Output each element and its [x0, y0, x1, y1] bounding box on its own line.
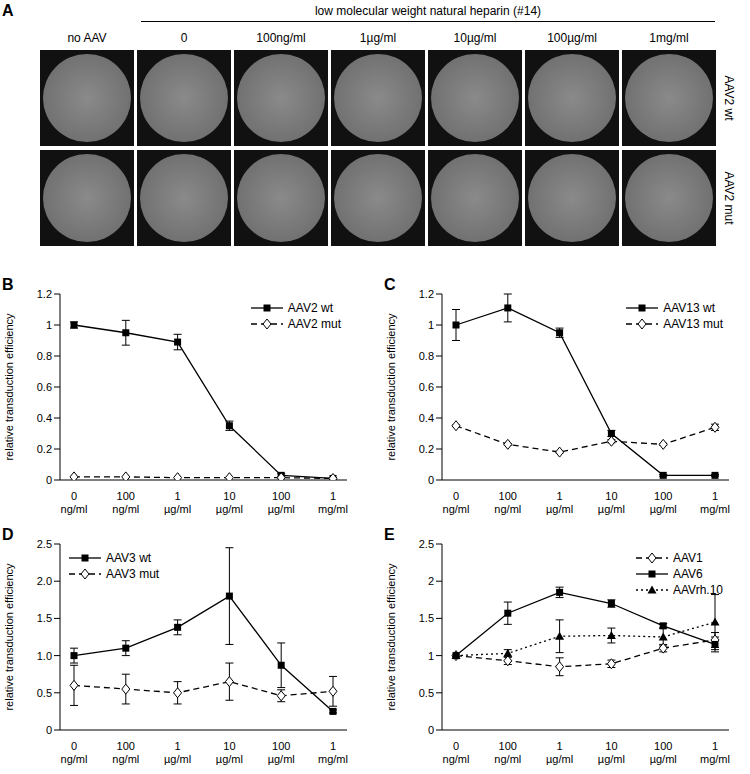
html-text:E: E: [384, 526, 395, 543]
svg-text:100ng/ml: 100ng/ml: [112, 490, 139, 515]
svg-text:1: 1: [428, 650, 434, 662]
svg-text:1mg/ml: 1mg/ml: [318, 740, 348, 765]
svg-text:1µg/ml: 1µg/ml: [164, 490, 191, 515]
html-text:D: D: [2, 526, 14, 543]
html-text:AAV2 wt: AAV2 wt: [722, 75, 736, 121]
svg-text:100ng/ml: 100ng/ml: [494, 740, 521, 765]
svg-text:100µg/ml: 100µg/ml: [268, 740, 295, 765]
svg-text:0.5: 0.5: [37, 687, 52, 699]
svg-text:1.0: 1.0: [37, 650, 52, 662]
svg-text:0: 0: [46, 474, 52, 486]
svg-text:0ng/ml: 0ng/ml: [443, 740, 470, 765]
svg-text:1mg/ml: 1mg/ml: [318, 490, 348, 515]
svg-text:1.5: 1.5: [37, 612, 52, 624]
svg-text:0.8: 0.8: [37, 350, 52, 362]
html-text:A: A: [2, 2, 14, 19]
svg-text:10µg/ml: 10µg/ml: [216, 740, 243, 765]
html-text:relative transduction efficien: relative transduction efficiency: [385, 313, 397, 461]
html-text:low molecular weight natural h: low molecular weight natural heparin (#1…: [314, 4, 542, 18]
svg-text:1.5: 1.5: [419, 612, 434, 624]
svg-text:100µg/ml: 100µg/ml: [650, 490, 677, 515]
svg-text:1µg/ml: 1µg/ml: [546, 740, 573, 765]
svg-text:1µg/ml: 1µg/ml: [546, 490, 573, 515]
svg-text:2.0: 2.0: [37, 575, 52, 587]
svg-text:0ng/ml: 0ng/ml: [61, 740, 88, 765]
html-text:AAV2 wt: AAV2 wt: [287, 301, 333, 315]
html-text:0: 0: [180, 31, 188, 45]
html-text:AAV3 mut: AAV3 mut: [106, 567, 160, 581]
svg-text:0: 0: [428, 724, 434, 736]
svg-text:0.2: 0.2: [37, 443, 52, 455]
html-text:C: C: [384, 276, 396, 293]
svg-text:100ng/ml: 100ng/ml: [112, 740, 139, 765]
svg-text:0.4: 0.4: [37, 412, 52, 424]
svg-text:1.2: 1.2: [37, 288, 52, 300]
svg-text:100µg/ml: 100µg/ml: [650, 740, 677, 765]
svg-text:10µg/ml: 10µg/ml: [598, 490, 625, 515]
html-text:AAVrh.10: AAVrh.10: [673, 583, 723, 597]
svg-text:0: 0: [428, 474, 434, 486]
html-text:AAV2 mut: AAV2 mut: [287, 317, 341, 331]
html-text:B: B: [2, 276, 14, 293]
svg-text:0.6: 0.6: [419, 381, 434, 393]
html-text:AAV3 wt: AAV3 wt: [106, 551, 152, 565]
svg-text:1: 1: [428, 319, 434, 331]
svg-text:0.8: 0.8: [419, 350, 434, 362]
svg-text:100µg/ml: 100µg/ml: [268, 490, 295, 515]
html-text:AAV13 mut: AAV13 mut: [663, 317, 723, 331]
html-text:1µg/ml: 1µg/ml: [359, 31, 397, 45]
svg-text:1µg/ml: 1µg/ml: [164, 740, 191, 765]
svg-text:10µg/ml: 10µg/ml: [598, 740, 625, 765]
html-text:no AAV: no AAV: [67, 31, 107, 45]
svg-text:1.2: 1.2: [419, 288, 434, 300]
svg-text:1mg/ml: 1mg/ml: [700, 740, 730, 765]
svg-text:0ng/ml: 0ng/ml: [443, 490, 470, 515]
svg-text:1mg/ml: 1mg/ml: [700, 490, 730, 515]
html-text:AAV6: AAV6: [673, 567, 703, 581]
html-text:relative transduction efficien: relative transduction efficiency: [3, 563, 15, 711]
svg-text:0.4: 0.4: [419, 412, 434, 424]
svg-text:0: 0: [46, 724, 52, 736]
svg-text:0.2: 0.2: [419, 443, 434, 455]
svg-text:2.5: 2.5: [419, 538, 434, 550]
svg-text:100ng/ml: 100ng/ml: [494, 490, 521, 515]
svg-text:2: 2: [428, 575, 434, 587]
html-text:100µg/ml: 100µg/ml: [547, 31, 597, 45]
svg-text:1: 1: [46, 319, 52, 331]
svg-text:0ng/ml: 0ng/ml: [61, 490, 88, 515]
html-text:relative transduction efficien: relative transduction efficiency: [3, 313, 15, 461]
svg-text:10µg/ml: 10µg/ml: [216, 490, 243, 515]
svg-text:0.6: 0.6: [37, 381, 52, 393]
svg-text:2.5: 2.5: [37, 538, 52, 550]
html-text:relative transduction efficien: relative transduction efficiency: [385, 563, 397, 711]
html-text:AAV13 wt: AAV13 wt: [663, 301, 715, 315]
html-text:100ng/ml: 100ng/ml: [256, 31, 306, 45]
html-text:1mg/ml: 1mg/ml: [649, 31, 689, 45]
html-text:AAV1: AAV1: [673, 551, 703, 565]
svg-text:0.5: 0.5: [419, 687, 434, 699]
html-text:10µg/ml: 10µg/ml: [453, 31, 497, 45]
html-text:AAV2 mut: AAV2 mut: [722, 171, 736, 225]
